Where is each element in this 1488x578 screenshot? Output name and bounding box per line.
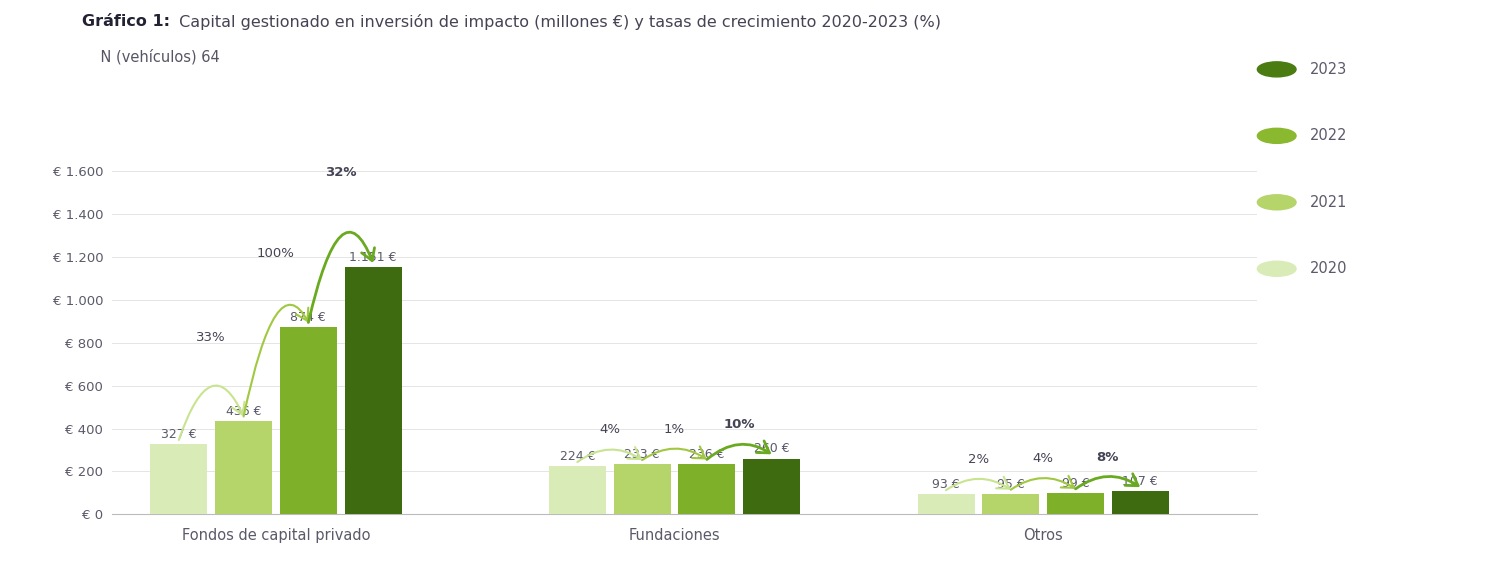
FancyArrowPatch shape [1076,474,1138,489]
Text: Gráfico 1:: Gráfico 1: [82,14,170,29]
Text: 8%: 8% [1097,450,1119,464]
FancyArrowPatch shape [179,386,244,440]
Bar [1112,491,1168,514]
Bar [549,466,606,514]
Text: 100%: 100% [257,247,295,260]
Bar [216,421,272,514]
Text: 236 €: 236 € [689,447,725,461]
Bar [150,444,207,514]
Text: 233 €: 233 € [625,448,659,461]
Text: 99 €: 99 € [1062,477,1089,490]
Bar [679,464,735,514]
Bar [280,327,336,514]
Bar [345,267,402,514]
Text: 2023: 2023 [1309,62,1347,77]
FancyArrowPatch shape [577,447,640,462]
FancyArrowPatch shape [707,441,769,460]
Text: 4%: 4% [600,424,620,436]
Bar [918,494,975,514]
Text: 93 €: 93 € [931,478,960,491]
Text: 2022: 2022 [1309,128,1347,143]
Text: 33%: 33% [196,331,226,343]
FancyArrowPatch shape [244,305,308,417]
Bar [982,494,1039,514]
FancyArrowPatch shape [643,446,705,460]
FancyArrowPatch shape [308,232,375,323]
Text: Capital gestionado en inversión de impacto (millones €) y tasas de crecimiento 2: Capital gestionado en inversión de impac… [174,14,940,31]
FancyArrowPatch shape [1010,476,1074,490]
Text: 107 €: 107 € [1122,475,1158,488]
Bar [743,458,801,514]
Text: 2021: 2021 [1309,195,1347,210]
Text: 436 €: 436 € [226,405,262,417]
Text: 224 €: 224 € [559,450,595,463]
Text: 4%: 4% [1033,452,1054,465]
Bar [613,464,671,514]
Text: 32%: 32% [324,166,357,179]
Text: 95 €: 95 € [997,478,1025,491]
Bar [1048,493,1104,514]
Text: 874 €: 874 € [290,310,326,324]
Text: N (vehículos) 64: N (vehículos) 64 [82,49,220,65]
Text: 1.151 €: 1.151 € [350,251,397,264]
Text: 327 €: 327 € [161,428,196,441]
Text: 1%: 1% [664,423,684,436]
FancyArrowPatch shape [946,477,1009,490]
Text: 10%: 10% [723,418,754,431]
Text: 2020: 2020 [1309,261,1347,276]
Text: 2%: 2% [967,453,990,466]
Text: 260 €: 260 € [754,442,790,455]
